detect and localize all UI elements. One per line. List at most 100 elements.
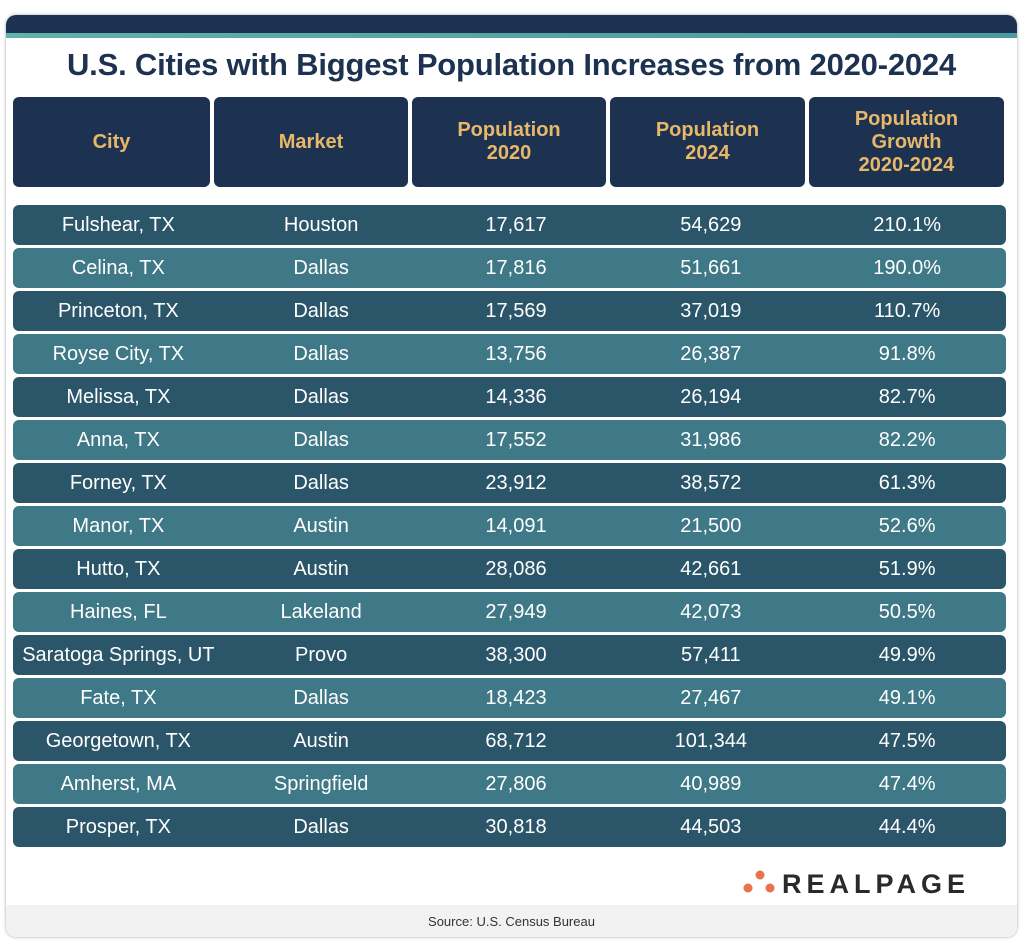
- table-cell: Prosper, TX: [65, 815, 171, 838]
- table-cell: Manor, TX: [72, 514, 165, 537]
- table-cell: 82.7%: [878, 385, 936, 408]
- table-cell: Springfield: [273, 772, 369, 795]
- table-cell: Dallas: [293, 256, 349, 279]
- table-cell: Haines, FL: [70, 600, 167, 623]
- logo-text: REALPAGE: [782, 869, 971, 899]
- table-row: Amherst, MA Springfield 27,806 40,989 47.4%: [13, 764, 1006, 804]
- table-cell: 14,091: [485, 514, 547, 537]
- table-cell: 38,572: [680, 471, 742, 494]
- table-cell: 82.2%: [878, 428, 936, 451]
- table-cell: Amherst, MA: [60, 772, 177, 795]
- table-cell: 44,503: [680, 815, 742, 838]
- table-cell: 38,300: [485, 643, 547, 666]
- table-cell: 13,756: [485, 342, 547, 365]
- table-cell: Fulshear, TX: [61, 213, 175, 236]
- table-cell: 49.9%: [878, 643, 936, 666]
- table-row: Melissa, TX Dallas 14,336 26,194 82.7%: [13, 377, 1006, 417]
- table-row: Anna, TX Dallas 17,552 31,986 82.2%: [13, 420, 1006, 460]
- table-cell: Fate, TX: [80, 686, 157, 709]
- table-cell: Dallas: [293, 686, 349, 709]
- table-cell: Provo: [295, 643, 348, 666]
- table-row: Haines, FL Lakeland 27,949 42,073 50.5%: [13, 592, 1006, 632]
- table-body: Fulshear, TX Houston 17,617 54,629 210.1% Cel…: [13, 205, 1006, 850]
- footer: [6, 905, 1017, 937]
- table-cell: 28,086: [485, 557, 547, 580]
- table-cell: 27,949: [485, 600, 547, 623]
- table-cell: 27,467: [680, 686, 742, 709]
- table-cell: 61.3%: [878, 471, 936, 494]
- table-row: Manor, TX Austin 14,091 21,500 52.6%: [13, 506, 1006, 546]
- logo-dots-icon: [743, 870, 775, 893]
- table-cell: 101,344: [674, 729, 747, 752]
- table-row: Princeton, TX Dallas 17,569 37,019 110.7%: [13, 291, 1006, 331]
- table-row: Hutto, TX Austin 28,086 42,661 51.9%: [13, 549, 1006, 589]
- table-cell: 49.1%: [878, 686, 936, 709]
- table-cell: 17,816: [485, 256, 547, 279]
- table-cell: 47.5%: [878, 729, 936, 752]
- column-header: Market: [214, 97, 408, 187]
- table-cell: Saratoga Springs, UT: [22, 643, 215, 666]
- table-row: Prosper, TX Dallas 30,818 44,503 44.4%: [13, 807, 1006, 847]
- table-cell: 110.7%: [873, 299, 941, 322]
- table-cell: Forney, TX: [69, 471, 167, 494]
- table-row: Celina, TX Dallas 17,816 51,661 190.0%: [13, 248, 1006, 288]
- source-note: Source: U.S. Census Bureau: [428, 914, 595, 929]
- table-row: Fulshear, TX Houston 17,617 54,629 210.1%: [13, 205, 1006, 245]
- table-row: Fate, TX Dallas 18,423 27,467 49.1%: [13, 678, 1006, 718]
- table-cell: Dallas: [293, 471, 349, 494]
- table-cell: 91.8%: [878, 342, 936, 365]
- accent-stripe: [6, 33, 1017, 38]
- table-cell: 42,661: [680, 557, 742, 580]
- table-cell: Princeton, TX: [57, 299, 179, 322]
- table-cell: Georgetown, TX: [45, 729, 191, 752]
- table-cell: Austin: [293, 557, 349, 580]
- table-row: Georgetown, TX Austin 68,712 101,344 47.5%: [13, 721, 1006, 761]
- table-cell: 54,629: [680, 213, 742, 236]
- table-cell: 51,661: [680, 256, 742, 279]
- column-header: Population 2024: [610, 97, 805, 187]
- table-row: Forney, TX Dallas 23,912 38,572 61.3%: [13, 463, 1006, 503]
- table-cell: 27,806: [485, 772, 547, 795]
- table-cell: 44.4%: [878, 815, 936, 838]
- table-cell: Dallas: [293, 385, 349, 408]
- table-cell: Melissa, TX: [66, 385, 171, 408]
- table-cell: Celina, TX: [71, 256, 165, 279]
- table-cell: 23,912: [485, 471, 547, 494]
- table-cell: Austin: [293, 514, 349, 537]
- table-cell: Lakeland: [280, 600, 362, 623]
- table-cell: 52.6%: [878, 514, 936, 537]
- table-cell: 42,073: [680, 600, 742, 623]
- table-cell: Anna, TX: [76, 428, 160, 451]
- table-cell: 17,617: [485, 213, 547, 236]
- table-cell: 57,411: [680, 643, 741, 666]
- table-cell: Dallas: [293, 815, 349, 838]
- table-cell: 50.5%: [878, 600, 936, 623]
- table-cell: 40,989: [680, 772, 742, 795]
- table-cell: 210.1%: [873, 213, 942, 236]
- table-cell: 47.4%: [878, 772, 936, 795]
- table-cell: 68,712: [485, 729, 547, 752]
- table-cell: 31,986: [680, 428, 742, 451]
- table-cell: 30,818: [485, 815, 547, 838]
- table-cell: 37,019: [680, 299, 742, 322]
- table-cell: Austin: [293, 729, 349, 752]
- table-row: Saratoga Springs, UT Provo 38,300 57,411 49.…: [13, 635, 1006, 675]
- column-header: City: [13, 97, 210, 187]
- table-cell: 190.0%: [873, 256, 942, 279]
- table-row: Royse City, TX Dallas 13,756 26,387 91.8%: [13, 334, 1006, 374]
- top-bar: [6, 15, 1017, 33]
- infographic-card: U.S. Cities with Biggest Population Incr…: [6, 15, 1017, 937]
- table-cell: Dallas: [293, 299, 349, 322]
- table-cell: 51.9%: [878, 557, 936, 580]
- table-cell: 26,194: [680, 385, 742, 408]
- page-title: U.S. Cities with Biggest Population Incr…: [67, 47, 956, 82]
- table-cell: 17,552: [485, 428, 547, 451]
- table-cell: 26,387: [680, 342, 742, 365]
- table-cell: Dallas: [293, 342, 349, 365]
- table-cell: 14,336: [485, 385, 547, 408]
- column-header: Population Growth 2020-2024: [809, 97, 1004, 187]
- table-cell: Royse City, TX: [52, 342, 185, 365]
- column-header: Population 2020: [412, 97, 606, 187]
- realpage-logo: REALPAGE: [734, 862, 984, 902]
- table-cell: Houston: [283, 213, 359, 236]
